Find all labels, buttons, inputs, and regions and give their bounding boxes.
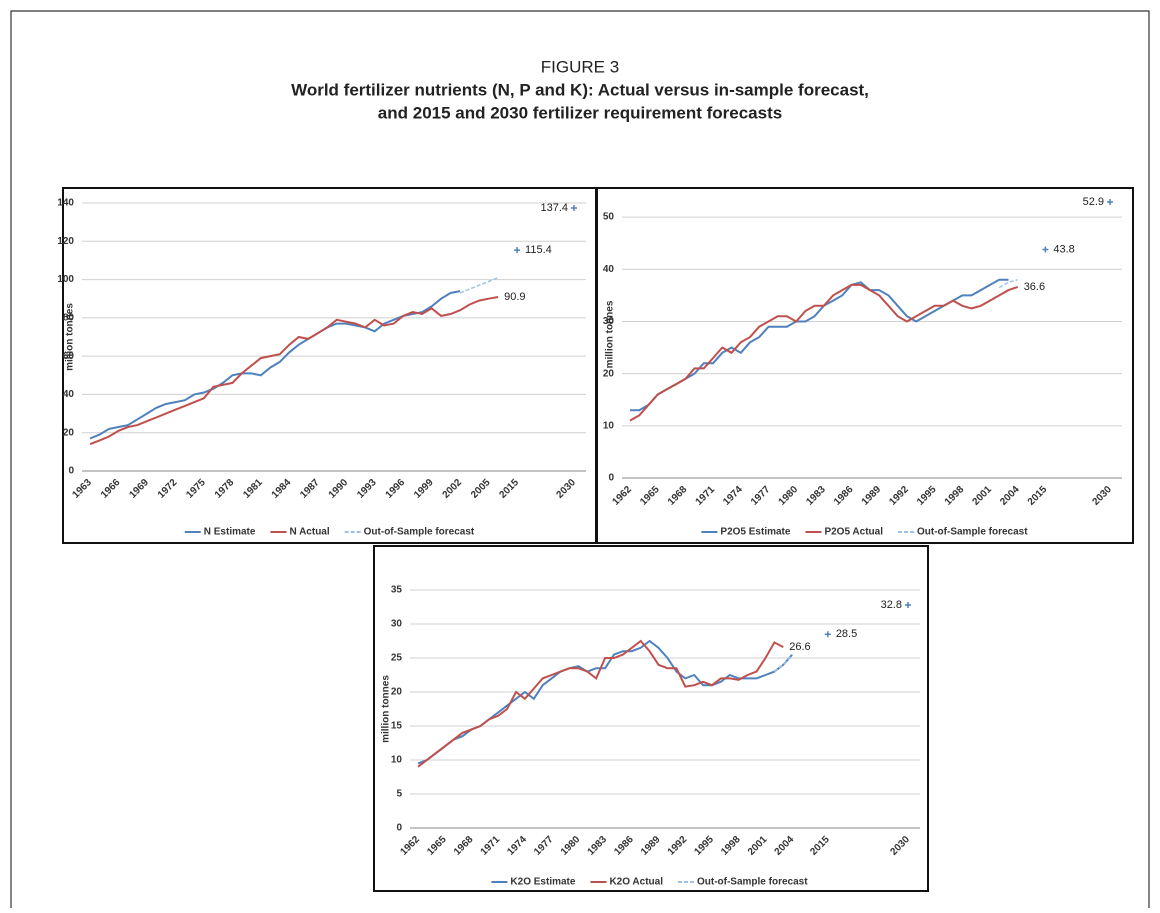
series-line [773, 654, 793, 673]
chart-frame [373, 545, 929, 892]
forecast-point [905, 601, 911, 608]
y-tick-label: 10 [603, 420, 615, 431]
y-tick-label: 20 [391, 687, 403, 698]
data-label: 43.8 [1053, 243, 1074, 255]
y-axis-label: million tonnes [381, 675, 392, 743]
y-tick-label: 80 [63, 312, 75, 323]
legend-label: Out-of-Sample forecast [364, 527, 475, 538]
data-label: 28.5 [836, 628, 857, 640]
series-line [459, 277, 499, 294]
data-label: 90.9 [504, 291, 525, 303]
y-tick-label: 30 [603, 316, 615, 327]
legend-label: Out-of-Sample forecast [697, 877, 808, 888]
y-tick-label: 20 [603, 368, 615, 379]
legend-label: N Actual [289, 527, 329, 538]
forecast-point [514, 247, 521, 254]
y-tick-label: 35 [391, 585, 403, 596]
data-label: 137.4 [540, 202, 568, 214]
y-tick-label: 40 [63, 389, 75, 400]
y-tick-label: 0 [396, 823, 402, 834]
series-line [629, 283, 1019, 422]
figure-title: World fertilizer nutrients (N, P and K):… [291, 80, 869, 99]
series-line [89, 296, 499, 446]
legend-label: K2O Estimate [510, 877, 575, 888]
legend-label: N Estimate [204, 527, 256, 538]
y-tick-label: 20 [63, 427, 75, 438]
forecast-point [824, 631, 831, 638]
y-tick-label: 40 [603, 264, 615, 275]
forecast-point [1042, 246, 1049, 253]
chart-frame [62, 187, 597, 544]
legend-label: P2O5 Estimate [720, 527, 790, 538]
legend-label: P2O5 Actual [824, 527, 883, 538]
y-tick-label: 140 [57, 198, 74, 209]
figure-title: and 2015 and 2030 fertilizer requirement… [378, 103, 782, 122]
data-label: 26.6 [789, 641, 810, 653]
y-tick-label: 30 [391, 619, 403, 630]
figure-border [10, 10, 1150, 908]
series-line [89, 290, 461, 440]
data-label: 52.9 [1083, 196, 1104, 208]
forecast-point [571, 204, 577, 211]
y-tick-label: 15 [391, 721, 403, 732]
forecast-point [1107, 198, 1113, 205]
y-tick-label: 50 [603, 212, 615, 223]
y-axis-label: million tonnes [65, 303, 76, 371]
y-tick-label: 10 [391, 755, 403, 766]
y-tick-label: 100 [57, 274, 74, 285]
y-tick-label: 5 [396, 789, 402, 800]
y-tick-label: 120 [57, 236, 74, 247]
series-line [998, 278, 1018, 289]
legend-label: K2O Actual [609, 877, 663, 888]
y-tick-label: 60 [63, 351, 75, 362]
legend-label: Out-of-Sample forecast [917, 527, 1028, 538]
chart-frame [596, 187, 1134, 544]
series-line [417, 639, 784, 768]
data-label: 115.4 [525, 244, 552, 256]
y-tick-label: 0 [68, 466, 74, 477]
y-axis-label: million tonnes [605, 300, 616, 368]
y-tick-label: 0 [608, 473, 614, 484]
data-label: 36.6 [1024, 281, 1045, 293]
y-tick-label: 25 [391, 653, 403, 664]
figure-label: FIGURE 3 [541, 57, 619, 76]
data-label: 32.8 [881, 599, 902, 611]
